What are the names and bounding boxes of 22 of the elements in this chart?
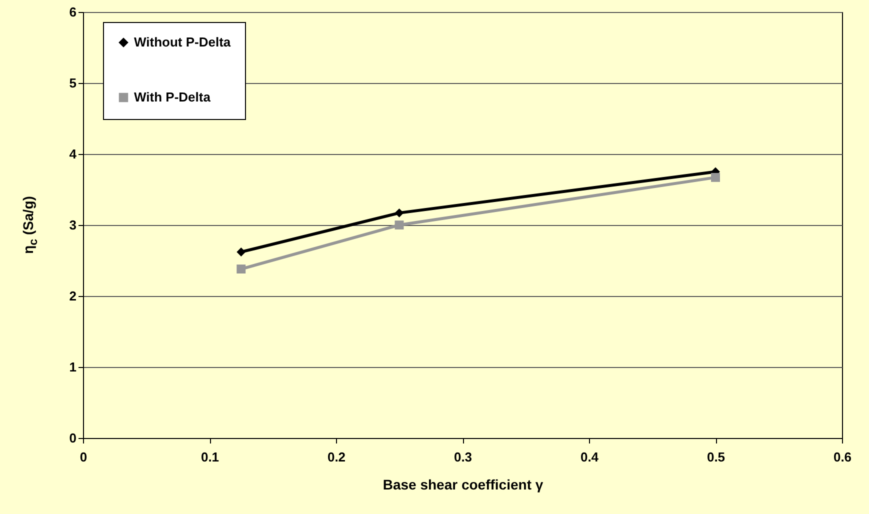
point bbox=[236, 264, 246, 274]
point bbox=[236, 248, 246, 256]
legend-label: Without P-Delta bbox=[134, 34, 232, 50]
x-tick-label: 0.5 bbox=[706, 450, 726, 464]
y-tick-label: 2 bbox=[69, 288, 76, 304]
x-tick-label: 0.2 bbox=[327, 450, 346, 464]
x-tick-label: 0.1 bbox=[200, 450, 220, 464]
y-tick-label: 0 bbox=[69, 430, 76, 446]
x-axis-title: Base shear coefficient γ bbox=[382, 476, 544, 492]
x-tick-label: 0 bbox=[80, 450, 88, 464]
x-tick-label: 0.3 bbox=[454, 450, 472, 464]
point bbox=[711, 172, 720, 182]
y-tick-label: 1 bbox=[69, 360, 76, 374]
y-tick-label: 5 bbox=[69, 76, 76, 90]
y-tick-label: 6 bbox=[69, 4, 76, 20]
y-tick-label: 4 bbox=[69, 146, 78, 162]
legend-label: With P-Delta bbox=[134, 90, 212, 104]
y-tick-label: 3 bbox=[69, 218, 76, 232]
point bbox=[394, 220, 404, 230]
x-tick-label: 0.6 bbox=[833, 450, 852, 464]
point bbox=[394, 208, 404, 218]
x-tick-label: 0.4 bbox=[580, 450, 600, 464]
